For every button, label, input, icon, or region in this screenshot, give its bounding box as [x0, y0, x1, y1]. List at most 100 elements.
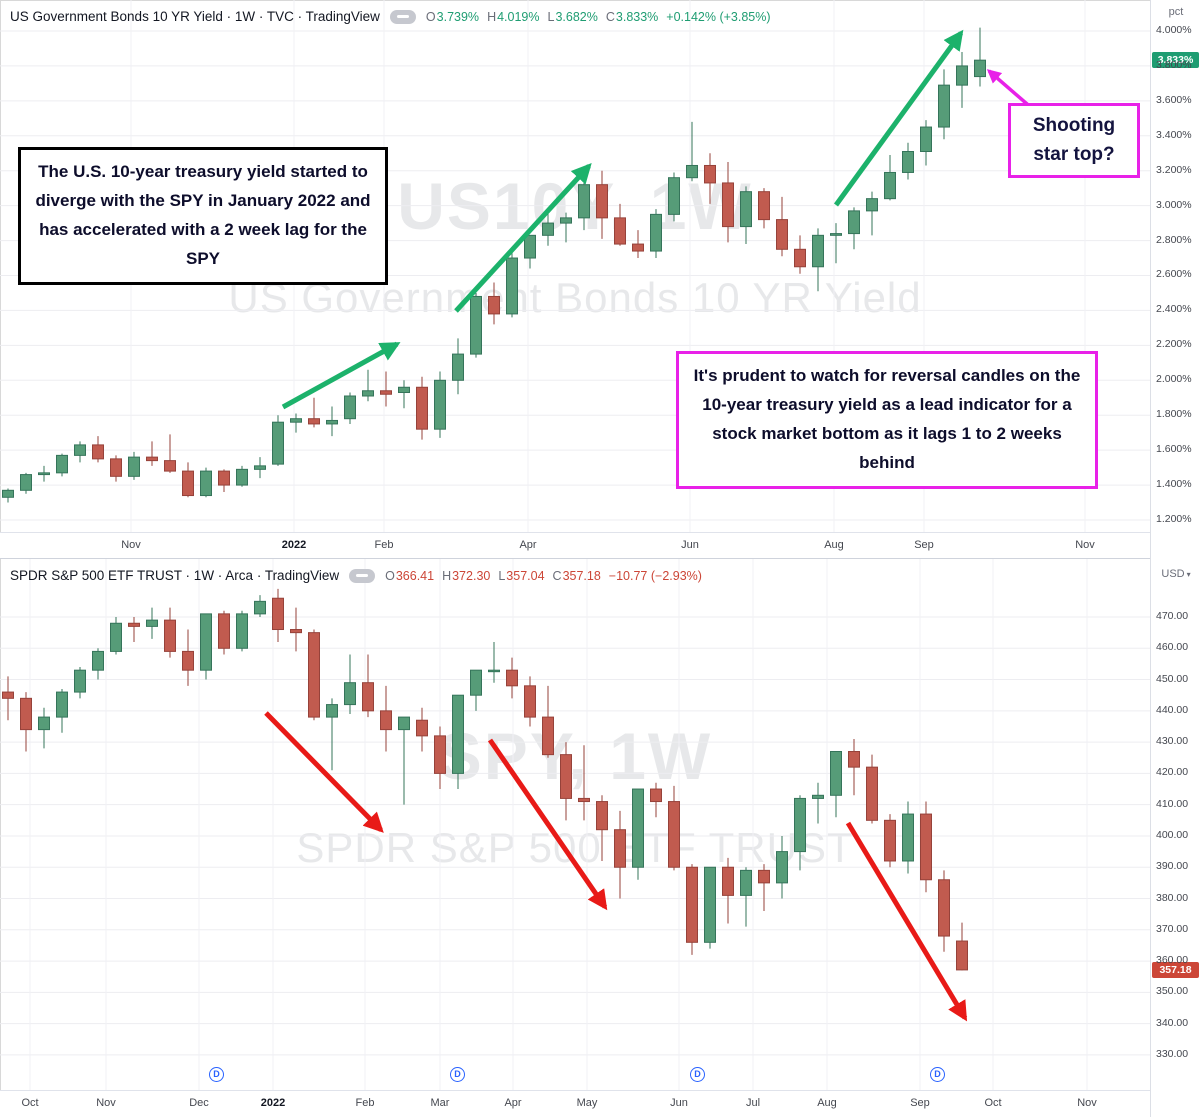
- x-axis-tick[interactable]: Aug: [824, 539, 844, 551]
- y-axis-tick[interactable]: 3.000%: [1156, 198, 1192, 211]
- x-axis-tick[interactable]: Jun: [670, 1097, 688, 1109]
- y-axis-tick[interactable]: 430.00: [1156, 735, 1189, 748]
- candle[interactable]: [164, 460, 176, 472]
- y-axis-tick[interactable]: 390.00: [1156, 860, 1189, 873]
- y-axis-tick[interactable]: 410.00: [1156, 797, 1189, 810]
- candle[interactable]: [902, 813, 914, 862]
- x-axis-tick[interactable]: May: [576, 1097, 598, 1109]
- candle[interactable]: [2, 489, 14, 498]
- candle[interactable]: [578, 184, 590, 219]
- candle[interactable]: [704, 866, 716, 943]
- candle[interactable]: [938, 879, 950, 937]
- shooting-star-note[interactable]: Shooting star top?: [1008, 103, 1140, 178]
- y-axis-tick[interactable]: 370.00: [1156, 922, 1189, 935]
- candle[interactable]: [56, 454, 68, 474]
- candle[interactable]: [812, 794, 824, 799]
- candle[interactable]: [650, 213, 662, 252]
- candle[interactable]: [956, 65, 968, 86]
- candle[interactable]: [236, 468, 248, 486]
- candle[interactable]: [722, 182, 734, 228]
- candle[interactable]: [20, 474, 32, 491]
- candle[interactable]: [596, 801, 608, 831]
- y-axis-tick[interactable]: 3.400%: [1156, 128, 1192, 141]
- y-axis-tick[interactable]: 360.00: [1156, 954, 1189, 967]
- panel-divider[interactable]: [0, 558, 1200, 559]
- candle[interactable]: [794, 248, 806, 268]
- candle[interactable]: [146, 619, 158, 627]
- candle[interactable]: [344, 395, 356, 420]
- y-axis-tick[interactable]: 2.000%: [1156, 373, 1192, 386]
- candle[interactable]: [398, 716, 410, 731]
- candle[interactable]: [380, 710, 392, 731]
- dividend-marker[interactable]: D: [209, 1067, 224, 1082]
- candle[interactable]: [866, 198, 878, 212]
- candle[interactable]: [290, 418, 302, 423]
- candle[interactable]: [686, 164, 698, 179]
- candle[interactable]: [488, 295, 500, 315]
- y-axis-tick[interactable]: 1.200%: [1156, 512, 1192, 525]
- top-axis-unit-label[interactable]: pct: [1151, 6, 1200, 18]
- candle[interactable]: [704, 164, 716, 184]
- candle[interactable]: [92, 650, 104, 671]
- price-axis-column[interactable]: pct USD ▾ 3.833% 357.18 4.000% 3.800% 3.600…: [1150, 0, 1200, 1117]
- candle[interactable]: [542, 222, 554, 236]
- y-axis-tick[interactable]: 2.200%: [1156, 338, 1192, 351]
- x-axis-tick[interactable]: Dec: [189, 1097, 209, 1109]
- candle[interactable]: [2, 691, 14, 699]
- candle[interactable]: [146, 456, 158, 462]
- candle[interactable]: [344, 682, 356, 706]
- candle[interactable]: [398, 386, 410, 394]
- candle[interactable]: [848, 210, 860, 235]
- candle[interactable]: [920, 813, 932, 881]
- y-axis-tick[interactable]: 460.00: [1156, 641, 1189, 654]
- candle[interactable]: [488, 669, 500, 673]
- candle[interactable]: [110, 458, 122, 477]
- candle[interactable]: [38, 472, 50, 476]
- x-axis-tick[interactable]: Jul: [745, 1097, 761, 1109]
- y-axis-tick[interactable]: 340.00: [1156, 1016, 1189, 1029]
- x-axis-tick[interactable]: Nov: [1077, 1097, 1097, 1109]
- candle[interactable]: [326, 419, 338, 425]
- candle[interactable]: [74, 444, 86, 456]
- x-axis-tick[interactable]: Nov: [1075, 539, 1095, 551]
- x-axis-tick[interactable]: Nov: [96, 1097, 116, 1109]
- candle[interactable]: [200, 470, 212, 497]
- candle[interactable]: [128, 456, 140, 477]
- x-axis-tick[interactable]: Sep: [910, 1097, 930, 1109]
- candle[interactable]: [470, 669, 482, 696]
- spy-candlestick-chart[interactable]: [0, 558, 1150, 1090]
- dividend-marker[interactable]: D: [450, 1067, 465, 1082]
- us10y-symbol-title[interactable]: US Government Bonds 10 YR Yield · 1W · T…: [10, 9, 380, 24]
- candle[interactable]: [308, 418, 320, 425]
- candle[interactable]: [614, 829, 626, 868]
- y-axis-tick[interactable]: 450.00: [1156, 672, 1189, 685]
- us10y-time-axis[interactable]: Nov 2022 Feb Apr Jun Aug Sep Nov: [0, 532, 1150, 559]
- candle[interactable]: [128, 622, 140, 627]
- x-axis-tick[interactable]: Apr: [504, 1097, 522, 1109]
- candle[interactable]: [758, 191, 770, 221]
- candle[interactable]: [254, 465, 266, 470]
- candle[interactable]: [506, 257, 518, 315]
- candle[interactable]: [110, 622, 122, 652]
- candle[interactable]: [362, 390, 374, 397]
- candle[interactable]: [542, 716, 554, 756]
- candle[interactable]: [884, 819, 896, 862]
- y-axis-tick[interactable]: 3.600%: [1156, 93, 1192, 106]
- candle[interactable]: [182, 470, 194, 497]
- x-axis-tick[interactable]: Sep: [914, 539, 934, 551]
- dividend-marker[interactable]: D: [930, 1067, 945, 1082]
- candle[interactable]: [884, 171, 896, 200]
- candle[interactable]: [596, 184, 608, 219]
- dividend-marker[interactable]: D: [690, 1067, 705, 1082]
- x-axis-tick[interactable]: Aug: [817, 1097, 837, 1109]
- y-axis-tick[interactable]: 380.00: [1156, 891, 1189, 904]
- candle[interactable]: [740, 869, 752, 896]
- reversal-watch-note[interactable]: It's prudent to watch for reversal candl…: [676, 351, 1098, 489]
- candle[interactable]: [632, 243, 644, 252]
- y-axis-tick[interactable]: 350.00: [1156, 985, 1189, 998]
- x-axis-tick[interactable]: Oct: [21, 1097, 39, 1109]
- candle[interactable]: [38, 716, 50, 731]
- candle[interactable]: [218, 470, 230, 486]
- candle[interactable]: [740, 191, 752, 228]
- candle[interactable]: [272, 421, 284, 465]
